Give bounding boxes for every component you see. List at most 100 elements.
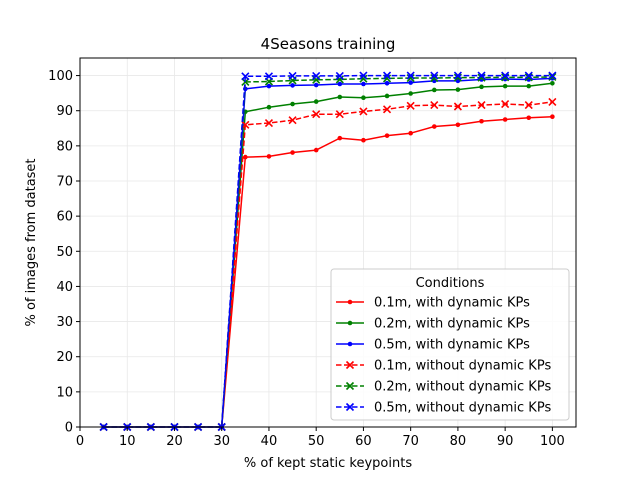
data-point-stroke xyxy=(548,71,557,80)
data-point xyxy=(312,71,321,80)
data-point xyxy=(479,84,484,90)
plot-frame xyxy=(79,57,577,428)
data-point xyxy=(501,71,510,80)
x-tick-label: 100 xyxy=(540,434,565,449)
data-point xyxy=(266,83,272,89)
y-tick-label: 0 xyxy=(65,421,73,436)
data-point xyxy=(430,71,439,80)
data-point xyxy=(406,101,415,110)
data-point xyxy=(408,80,413,85)
data-point xyxy=(548,72,557,82)
legend-label: 0.2m, without dynamic KPs xyxy=(374,380,551,395)
data-point xyxy=(359,74,368,83)
data-point-stroke xyxy=(548,97,557,106)
data-point-stroke xyxy=(345,402,355,412)
y-tick-label: 10 xyxy=(56,385,73,400)
data-point xyxy=(453,71,462,80)
y-tick-label: 70 xyxy=(56,175,73,190)
data-point xyxy=(524,101,533,110)
x-tick-label: 90 xyxy=(497,434,514,449)
data-point xyxy=(347,299,353,305)
data-point xyxy=(266,104,272,110)
x-tick-label: 30 xyxy=(213,434,230,449)
legend-item-0: 0.1m, with dynamic KPs xyxy=(336,296,530,311)
data-point-stroke xyxy=(524,101,533,110)
legend-item-1: 0.2m, with dynamic KPs xyxy=(336,317,530,332)
data-point-stroke xyxy=(335,71,344,80)
data-point xyxy=(313,99,319,104)
data-point-stroke xyxy=(501,71,510,80)
x-tick-label: 10 xyxy=(119,434,136,449)
data-point xyxy=(453,102,462,111)
y-tick-label: 100 xyxy=(48,69,73,84)
data-point-stroke xyxy=(453,71,462,80)
data-point xyxy=(290,150,295,155)
data-point-stroke xyxy=(359,74,368,83)
data-point-stroke xyxy=(382,71,392,80)
legend-label: 0.5m, with dynamic KPs xyxy=(374,338,530,353)
legend-label: 0.1m, without dynamic KPs xyxy=(374,359,551,374)
chart-title: 4Seasons training xyxy=(261,35,396,53)
data-point-stroke xyxy=(477,101,486,110)
data-point-stroke xyxy=(406,101,415,110)
legend-title: Conditions xyxy=(416,276,485,291)
legend-item-4: 0.2m, without dynamic KPs xyxy=(336,380,551,395)
data-point-stroke xyxy=(288,116,297,125)
data-point xyxy=(359,71,368,80)
data-point xyxy=(479,118,484,124)
data-point-stroke xyxy=(548,72,557,82)
legend-item-3: 0.1m, without dynamic KPs xyxy=(336,359,551,374)
data-point-stroke xyxy=(406,71,415,80)
data-point xyxy=(526,115,532,121)
y-tick-label: 40 xyxy=(56,280,73,295)
data-point xyxy=(345,402,355,412)
legend-label: 0.5m, without dynamic KPs xyxy=(374,401,551,416)
data-point xyxy=(288,71,297,80)
data-point-stroke xyxy=(335,110,344,119)
data-point xyxy=(312,110,321,119)
data-point-stroke xyxy=(359,71,368,80)
y-axis-label: % of images from dataset xyxy=(24,158,39,326)
data-point xyxy=(290,83,295,88)
x-tick-label: 70 xyxy=(402,434,419,449)
legend-label: 0.1m, with dynamic KPs xyxy=(374,296,530,311)
data-point xyxy=(335,71,344,80)
data-point xyxy=(384,81,390,86)
data-point xyxy=(502,83,508,89)
data-point xyxy=(290,101,295,107)
data-point xyxy=(455,122,461,128)
x-tick-label: 50 xyxy=(308,434,325,449)
data-point-stroke xyxy=(345,381,355,391)
data-point xyxy=(337,135,343,141)
data-point xyxy=(345,381,355,391)
y-tick-label: 90 xyxy=(56,104,73,119)
y-tick-label: 60 xyxy=(56,210,73,225)
legend-item-2: 0.5m, with dynamic KPs xyxy=(336,338,530,353)
data-point-stroke xyxy=(264,72,274,81)
data-point xyxy=(241,72,250,81)
data-point xyxy=(313,147,319,153)
data-point-stroke xyxy=(241,120,250,129)
data-point xyxy=(477,101,486,110)
data-point xyxy=(335,75,344,84)
x-tick-label: 60 xyxy=(355,434,372,449)
legend-box xyxy=(330,268,570,421)
data-point-stroke xyxy=(430,101,439,110)
y-axis: 0 10 20 30 40 50 60 70 80 90 100 xyxy=(48,69,80,436)
data-point-stroke xyxy=(288,71,297,80)
data-point xyxy=(382,105,392,114)
data-point-stroke xyxy=(524,71,533,80)
data-point-stroke xyxy=(312,71,321,80)
data-point-stroke xyxy=(453,102,462,111)
data-point xyxy=(550,114,555,119)
data-point xyxy=(347,320,353,326)
data-point xyxy=(264,118,274,128)
data-point xyxy=(241,120,250,129)
data-point-stroke xyxy=(382,105,392,114)
y-tick-label: 30 xyxy=(56,315,73,330)
data-point xyxy=(264,72,274,81)
data-point xyxy=(455,87,461,92)
data-point-stroke xyxy=(359,107,368,116)
data-point-stroke xyxy=(477,71,486,80)
